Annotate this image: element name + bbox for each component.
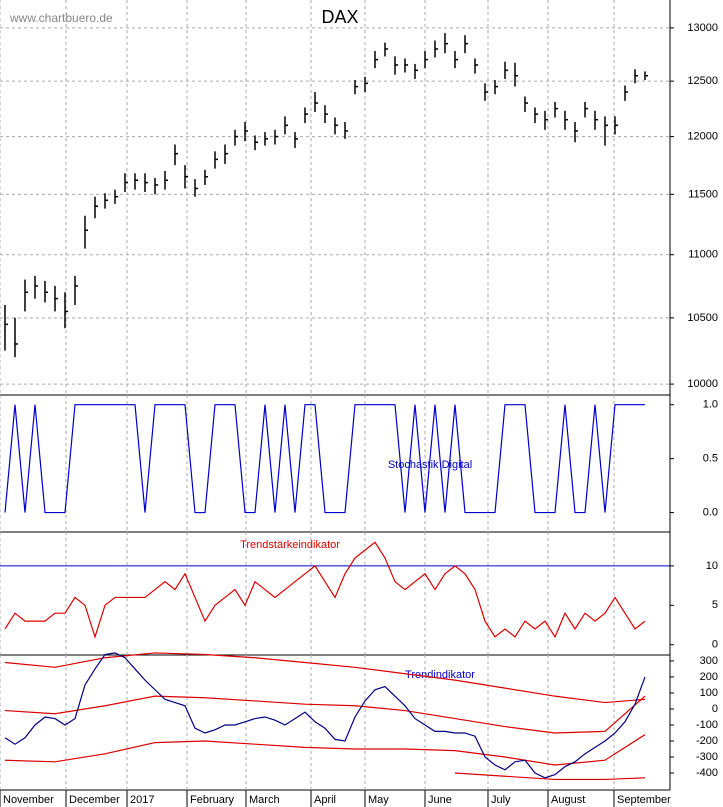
y-tick-label: 5 <box>712 599 718 611</box>
y-tick-label: 10 <box>706 560 718 572</box>
x-tick-label: September <box>617 794 671 806</box>
x-tick-label: 2017 <box>130 794 154 806</box>
y-tick-label: -400 <box>696 767 718 779</box>
y-tick-label: 0.0 <box>703 506 718 518</box>
y-tick-label: 200 <box>700 671 718 683</box>
y-tick-label: 0 <box>712 703 718 715</box>
y-tick-label: 12000 <box>687 130 718 142</box>
series-line <box>4 541 646 639</box>
series-line <box>4 695 646 734</box>
panel-label: Trendindikator <box>405 669 475 681</box>
chart-title: DAX <box>321 7 358 27</box>
series-line <box>4 652 646 704</box>
y-tick-label: 12500 <box>687 75 718 87</box>
y-tick-label: -300 <box>696 751 718 763</box>
series-line <box>4 734 646 766</box>
x-tick-label: June <box>428 794 452 806</box>
y-tick-label: 300 <box>700 655 718 667</box>
panel-label: Trendstärkeindikator <box>240 539 340 551</box>
y-tick-label: -200 <box>696 735 718 747</box>
y-tick-label: 11500 <box>688 188 718 200</box>
y-tick-label: 10000 <box>687 378 718 390</box>
y-tick-label: 100 <box>700 687 718 699</box>
source: www.chartbuero.de <box>9 11 113 25</box>
x-tick-label: August <box>551 794 585 806</box>
x-tick-label: April <box>314 794 336 806</box>
series-line <box>4 652 646 779</box>
y-tick-label: 10500 <box>687 312 718 324</box>
x-tick-label: December <box>69 794 120 806</box>
x-tick-label: February <box>190 794 235 806</box>
y-tick-label: 13000 <box>687 22 718 34</box>
x-tick-label: May <box>368 794 389 806</box>
y-tick-label: 0 <box>712 639 718 651</box>
series-line <box>4 404 645 514</box>
y-tick-label: 11000 <box>688 249 718 261</box>
y-tick-label: 1.0 <box>703 399 718 411</box>
y-tick-label: 0.5 <box>703 453 718 465</box>
y-tick-label: -100 <box>696 719 718 731</box>
x-tick-label: March <box>249 794 280 806</box>
x-tick-label: November <box>3 794 54 806</box>
series-line <box>454 772 646 781</box>
x-tick-label: July <box>491 794 511 806</box>
